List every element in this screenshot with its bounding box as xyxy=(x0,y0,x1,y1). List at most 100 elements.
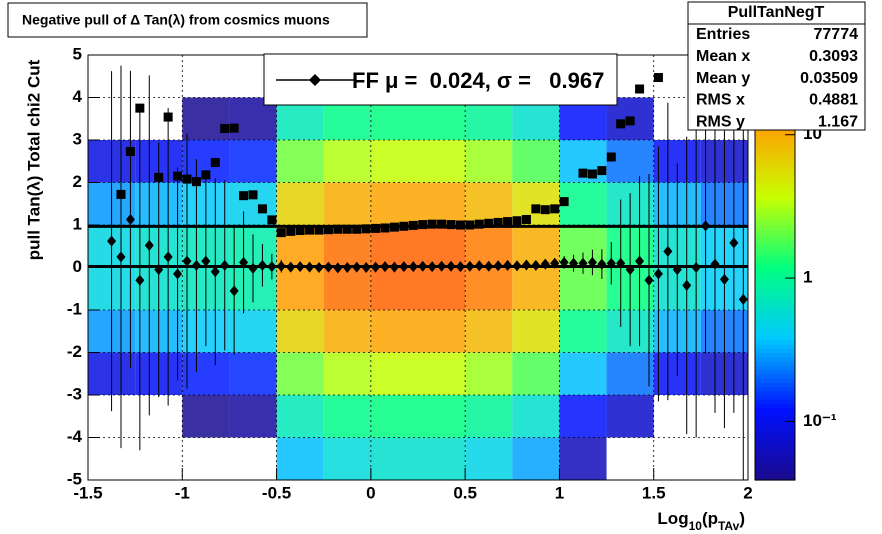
heat-cell xyxy=(370,182,418,225)
stats-value: 1.167 xyxy=(818,113,858,130)
mean-point xyxy=(267,261,277,273)
sigma-point xyxy=(578,168,588,178)
color-bar-step xyxy=(755,284,795,290)
color-bar-step xyxy=(755,373,795,379)
mean-point xyxy=(305,261,315,273)
mean-point xyxy=(597,258,607,270)
sigma-point xyxy=(229,123,239,133)
color-bar-step xyxy=(755,463,795,468)
y-tick-label: 0 xyxy=(73,257,82,276)
mean-point xyxy=(210,266,220,278)
mean-point xyxy=(352,261,362,273)
sigma-point xyxy=(399,221,409,231)
mean-point xyxy=(163,251,173,263)
sigma-point xyxy=(606,152,616,162)
heat-cell xyxy=(465,352,513,395)
mean-point xyxy=(587,256,597,268)
sigma-point xyxy=(540,205,550,215)
sigma-point xyxy=(305,225,315,235)
heat-cell xyxy=(418,140,466,183)
heat-cell xyxy=(465,267,513,310)
color-bar-step xyxy=(755,407,795,413)
heat-cell xyxy=(465,140,513,183)
heat-cell xyxy=(559,437,607,480)
sigma-point xyxy=(427,219,437,229)
color-bar-step xyxy=(755,412,795,417)
color-bar-step xyxy=(755,212,795,218)
mean-point xyxy=(616,257,626,269)
color-bar-step xyxy=(755,195,795,201)
color-bar-step xyxy=(755,161,795,167)
sigma-point xyxy=(295,226,305,236)
color-bar-step xyxy=(755,361,795,366)
sigma-point xyxy=(239,191,249,201)
heat-cell xyxy=(323,310,371,353)
mean-point xyxy=(125,213,135,225)
mean-point xyxy=(521,259,531,271)
color-bar-step xyxy=(755,191,795,196)
color-bar-step xyxy=(755,395,795,400)
sigma-point xyxy=(342,224,352,234)
sigma-point xyxy=(257,204,267,214)
mean-point xyxy=(220,259,230,271)
mean-point xyxy=(691,262,701,273)
color-bar-step xyxy=(755,152,795,158)
title-box: Negative pull of Δ Tan(λ) from cosmics m… xyxy=(7,2,368,38)
sigma-point xyxy=(267,215,277,225)
color-bar-step xyxy=(755,446,795,451)
color-bar-step xyxy=(755,237,795,243)
color-bar-step xyxy=(755,390,795,396)
x-tick-label: 0 xyxy=(366,483,375,502)
sigma-point xyxy=(135,103,145,113)
color-bar-step xyxy=(755,267,795,273)
sigma-point xyxy=(163,112,173,122)
sigma-point xyxy=(653,73,663,83)
color-bar-step xyxy=(755,297,795,303)
stats-name: Entries xyxy=(696,26,750,43)
mean-point xyxy=(116,251,126,263)
heat-cell xyxy=(229,395,277,438)
color-bar-step xyxy=(755,471,795,477)
sigma-point xyxy=(380,223,390,233)
legend-label: FF μ = 0.024, σ = 0.967 xyxy=(352,68,604,93)
color-bar-step xyxy=(755,242,795,247)
color-bar-step xyxy=(755,378,795,383)
heat-cell xyxy=(229,140,277,183)
color-bar-step xyxy=(755,454,795,460)
color-bar-step xyxy=(755,467,795,473)
mean-point xyxy=(182,255,192,267)
color-bar-step xyxy=(755,199,795,205)
sigma-point xyxy=(597,166,607,176)
color-bar-step xyxy=(755,225,795,230)
heat-cell xyxy=(323,395,371,438)
mean-point xyxy=(342,262,352,273)
color-bar-step xyxy=(755,441,795,447)
mean-point xyxy=(314,262,324,273)
heat-cell xyxy=(512,140,560,183)
mean-point xyxy=(625,264,635,276)
y-tick-label: -1 xyxy=(67,299,82,318)
x-tick-label: -1 xyxy=(175,483,190,502)
mean-point xyxy=(550,257,560,269)
heat-cell xyxy=(370,352,418,395)
y-tick-label: -2 xyxy=(67,342,82,361)
x-tick-label: -1.5 xyxy=(73,483,102,502)
heat-cell xyxy=(323,352,371,395)
mean-point xyxy=(446,260,456,272)
sigma-point xyxy=(371,223,381,233)
color-bar-step xyxy=(755,259,795,264)
sigma-point xyxy=(559,197,569,207)
stats-name: RMS y xyxy=(696,113,745,130)
sigma-point xyxy=(314,225,324,235)
stats-value: 0.3093 xyxy=(809,48,858,65)
stats-name: Mean x xyxy=(696,48,750,65)
color-bar-step xyxy=(755,157,795,162)
sigma-point xyxy=(323,225,333,235)
mean-point xyxy=(578,257,588,269)
color-bar-step xyxy=(755,339,795,345)
x-tick-label: 2 xyxy=(743,483,752,502)
mean-point xyxy=(635,255,645,267)
sigma-point xyxy=(474,219,484,229)
mean-point xyxy=(371,261,381,273)
sigma-point xyxy=(625,116,635,126)
